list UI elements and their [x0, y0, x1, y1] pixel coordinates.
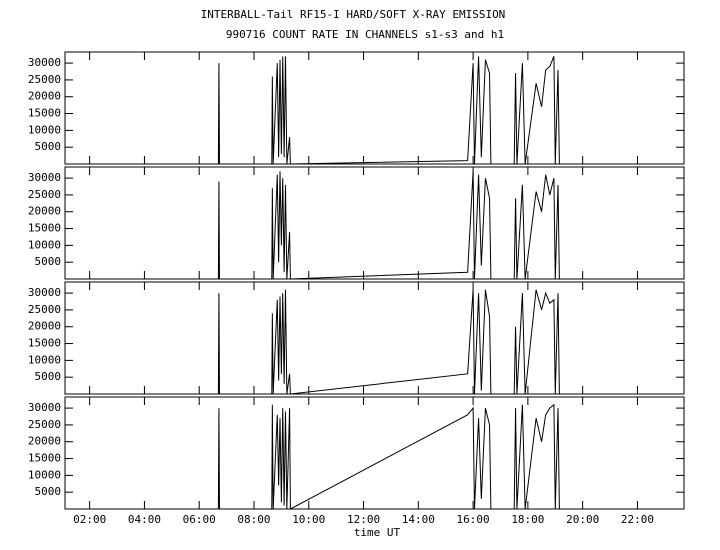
panel-frame — [64, 51, 685, 165]
y-tick-label: 5000 — [35, 140, 62, 153]
x-tick-label: 22:00 — [621, 513, 654, 526]
x-tick-label: 18:00 — [511, 513, 544, 526]
chart-subtitle: 990716 COUNT RATE IN CHANNELS s1-s3 and … — [226, 28, 504, 41]
x-axis-label: time UT — [354, 526, 401, 539]
x-tick-label: 10:00 — [292, 513, 325, 526]
y-tick-label: 25000 — [28, 418, 61, 431]
x-tick-label: 06:00 — [183, 513, 216, 526]
x-tick-label: 02:00 — [73, 513, 106, 526]
x-tick-label: 12:00 — [347, 513, 380, 526]
y-tick-label: 30000 — [28, 286, 61, 299]
y-tick-label: 5000 — [35, 485, 62, 498]
y-tick-label: 20000 — [28, 435, 61, 448]
panel-frame — [64, 166, 685, 280]
y-tick-label: 10000 — [28, 468, 61, 481]
y-tick-label: 15000 — [28, 337, 61, 350]
y-tick-label: 10000 — [28, 238, 61, 251]
data-line — [65, 56, 684, 165]
y-tick-label: 15000 — [28, 452, 61, 465]
y-tick-label: 25000 — [28, 303, 61, 316]
y-tick-label: 30000 — [28, 171, 61, 184]
x-tick-label: 20:00 — [566, 513, 599, 526]
data-line — [65, 171, 684, 280]
y-tick-label: 20000 — [28, 320, 61, 333]
y-tick-label: 10000 — [28, 123, 61, 136]
x-tick-label: 04:00 — [128, 513, 161, 526]
y-tick-label: 5000 — [35, 370, 62, 383]
y-tick-label: 20000 — [28, 90, 61, 103]
y-tick-label: 25000 — [28, 73, 61, 86]
data-line — [65, 403, 684, 510]
panel-frame — [64, 281, 685, 395]
y-tick-label: 30000 — [28, 56, 61, 69]
y-tick-label: 5000 — [35, 255, 62, 268]
y-tick-label: 25000 — [28, 188, 61, 201]
x-tick-label: 16:00 — [457, 513, 490, 526]
y-tick-label: 15000 — [28, 107, 61, 120]
chart-title: INTERBALL-Tail RF15-I HARD/SOFT X-RAY EM… — [201, 8, 506, 21]
y-tick-label: 10000 — [28, 353, 61, 366]
y-tick-label: 15000 — [28, 222, 61, 235]
y-tick-label: 30000 — [28, 401, 61, 414]
x-tick-label: 08:00 — [237, 513, 270, 526]
y-tick-label: 20000 — [28, 205, 61, 218]
data-line — [65, 289, 684, 395]
panel-frame — [64, 396, 685, 510]
x-tick-label: 14:00 — [402, 513, 435, 526]
